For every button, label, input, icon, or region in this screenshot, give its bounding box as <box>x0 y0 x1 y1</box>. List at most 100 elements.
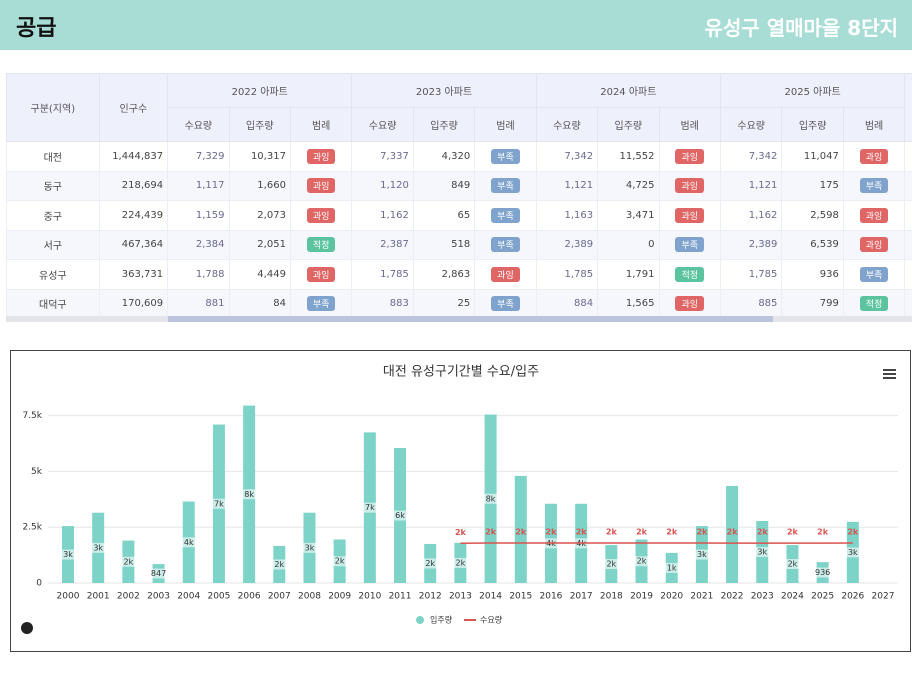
badge: 과잉 <box>859 207 889 223</box>
label-bg <box>815 567 830 578</box>
cell-cut <box>904 259 912 290</box>
label-bg <box>302 542 317 553</box>
bar <box>182 501 195 583</box>
cell: 11,047 <box>781 141 844 172</box>
bar <box>635 539 648 583</box>
x-tick-label: 2002 <box>117 592 140 602</box>
x-tick-label: 2006 <box>238 592 261 602</box>
cell: 799 <box>781 288 844 319</box>
data-label: 3k <box>697 550 707 559</box>
cell: 518 <box>412 229 476 260</box>
bar <box>273 545 286 583</box>
legend-label: 수요량 <box>480 615 503 625</box>
badge: 부족 <box>491 207 520 223</box>
x-tick-label: 2027 <box>872 592 895 602</box>
data-label: 2k <box>456 558 466 567</box>
sub-header: 수요량 <box>167 107 230 142</box>
cell-cut <box>904 141 912 172</box>
cell: 1,121 <box>719 170 783 201</box>
cell: 2,384 <box>167 229 230 260</box>
badge: 부족 <box>675 237 705 253</box>
badge: 과잉 <box>859 237 889 253</box>
x-tick-label: 2017 <box>570 592 593 602</box>
data-label: 2k <box>515 528 527 537</box>
legend-cell: 부족 <box>474 141 537 172</box>
x-tick-label: 2021 <box>690 592 713 602</box>
cell: 7,329 <box>167 141 230 172</box>
bar <box>152 564 165 583</box>
cell: 1,444,837 <box>98 141 169 172</box>
data-label: 2k <box>696 528 708 537</box>
menu-icon[interactable] <box>883 369 896 379</box>
data-label: 2k <box>124 557 134 566</box>
cell: 1,162 <box>351 200 414 231</box>
cell: 11,552 <box>597 141 660 172</box>
cell: 885 <box>719 288 783 319</box>
badge: 과잉 <box>306 266 336 282</box>
legend-cell: 부족 <box>474 288 537 319</box>
cell-cut <box>904 288 912 319</box>
label-bg <box>151 568 166 579</box>
bar <box>454 542 467 583</box>
label-bg <box>393 510 408 521</box>
x-tick-label: 2019 <box>630 592 653 602</box>
data-label: 2k <box>576 528 588 537</box>
label-bg <box>664 562 679 573</box>
bar <box>514 475 527 583</box>
cell: 6,539 <box>781 229 844 260</box>
badge: 부족 <box>491 178 520 194</box>
cell: 218,694 <box>98 170 169 201</box>
x-tick-label: 2003 <box>147 592 170 602</box>
bar <box>575 503 588 583</box>
bar <box>695 526 708 583</box>
group-header: 2023 아파트 <box>351 73 537 108</box>
y-tick-label: 0 <box>36 579 42 589</box>
row: 서구 467,364 2,384 2,051 적정 2,387 518 부족 2,389 0 부족 2… <box>6 229 912 260</box>
group-header: 2024 아파트 <box>535 73 721 108</box>
badge: 적정 <box>306 237 336 253</box>
cell: 84 <box>228 288 291 319</box>
x-tick-label: 2012 <box>419 592 442 602</box>
x-tick-label: 2001 <box>87 592 110 602</box>
cell: 467,364 <box>98 229 169 260</box>
data-label: 2k <box>666 528 678 537</box>
data-label: 7k <box>365 503 375 512</box>
x-tick-label: 2023 <box>751 592 774 602</box>
scroll-thumb[interactable] <box>168 316 773 322</box>
bar <box>62 526 74 583</box>
badge: 적정 <box>859 296 889 312</box>
cell: 10,317 <box>228 141 291 172</box>
legend-label: 입주량 <box>430 615 453 625</box>
data-label: 2k <box>637 557 647 566</box>
cell: 2,863 <box>412 259 476 290</box>
cell: 881 <box>167 288 230 319</box>
badge: 부족 <box>491 296 520 312</box>
scrollbar[interactable] <box>6 316 912 322</box>
bar <box>484 414 497 583</box>
cell: 1,785 <box>719 259 783 290</box>
x-tick-label: 2026 <box>841 592 864 602</box>
badge: 과잉 <box>491 266 520 282</box>
cell-cut <box>904 170 912 201</box>
cell-cut <box>904 229 912 260</box>
cell: 849 <box>412 170 476 201</box>
label-bg <box>694 549 709 560</box>
bar <box>544 503 557 583</box>
data-label: 4k <box>576 539 586 548</box>
badge: 부족 <box>491 237 520 253</box>
badge: 적정 <box>675 266 705 282</box>
legend-cell: 적정 <box>658 259 721 290</box>
cell: 7,342 <box>535 141 599 172</box>
bar <box>363 432 376 583</box>
cell: 2,389 <box>535 229 599 260</box>
label-bg <box>242 489 257 500</box>
badge: 과잉 <box>675 178 705 194</box>
cell: 4,449 <box>228 259 291 290</box>
x-tick-label: 2011 <box>389 592 412 602</box>
cell: 1,163 <box>535 200 599 231</box>
header-title: 공급 <box>16 16 57 41</box>
population-header: 인구수 <box>98 73 169 142</box>
sub-header: 범례 <box>474 107 537 142</box>
cell: 2,598 <box>781 200 844 231</box>
